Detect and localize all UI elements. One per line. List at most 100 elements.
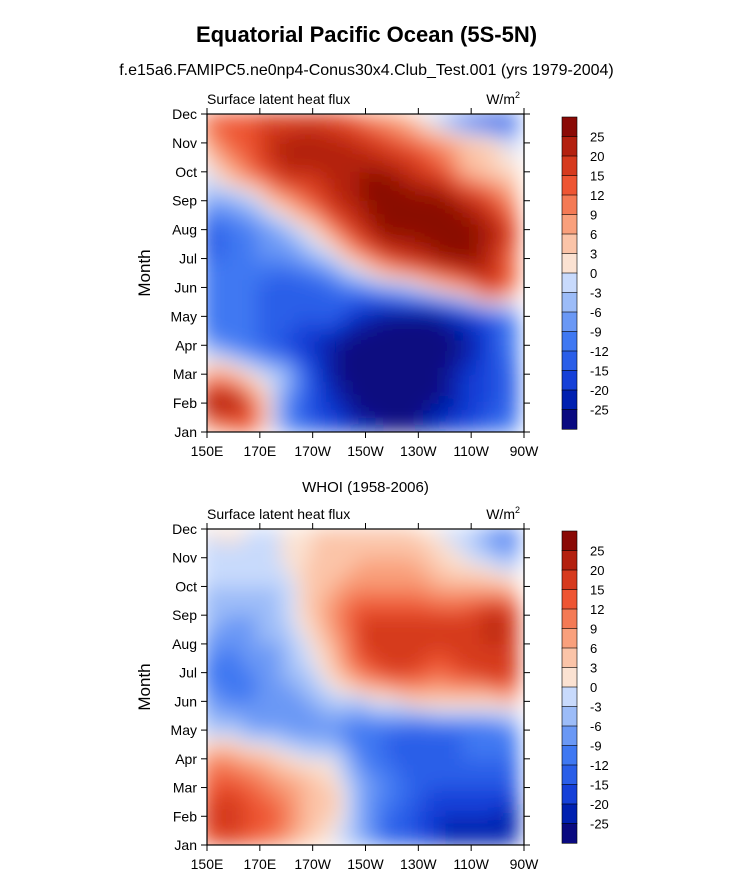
heatmap-cell <box>375 542 385 551</box>
heatmap-cell <box>486 564 496 573</box>
heatmap-cell <box>280 815 289 824</box>
heatmap-cell <box>224 417 234 426</box>
heatmap-cell <box>208 837 218 845</box>
heatmap-cell <box>208 417 218 426</box>
heatmap-cell <box>470 729 480 738</box>
heatmap-cell <box>216 686 226 695</box>
heatmap-cell <box>208 171 218 180</box>
heatmap-cell <box>375 679 385 688</box>
heatmap-cell <box>256 373 266 382</box>
heatmap-cell <box>438 344 448 353</box>
heatmap-cell <box>478 542 488 551</box>
heatmap-cell <box>311 294 321 303</box>
heatmap-cell <box>438 120 448 129</box>
heatmap-cell <box>311 636 321 645</box>
heatmap-cell <box>422 736 432 745</box>
heatmap-cell <box>462 171 472 180</box>
heatmap-cell <box>375 593 385 602</box>
heatmap-cell <box>399 823 408 832</box>
heatmap-cell <box>280 308 289 317</box>
heatmap-cell <box>399 665 408 674</box>
heatmap-cell <box>414 621 424 630</box>
heatmap-cell <box>256 801 266 810</box>
heatmap-cell <box>216 424 226 432</box>
heatmap-cell <box>207 178 210 187</box>
heatmap-cell <box>414 794 424 803</box>
heatmap-cell <box>288 120 297 129</box>
heatmap-cell <box>304 779 313 788</box>
heatmap-cell <box>327 557 337 566</box>
y-tick-label: Jan <box>174 837 197 853</box>
heatmap-cell <box>319 808 329 817</box>
heatmap-cell <box>446 787 456 796</box>
heatmap-cell <box>494 114 503 122</box>
heatmap-cell <box>208 308 218 317</box>
heatmap-cell <box>207 542 210 551</box>
heatmap-cell <box>399 308 408 317</box>
heatmap-cell <box>359 593 369 602</box>
heatmap-cell <box>280 758 289 767</box>
heatmap-cell <box>494 722 503 731</box>
heatmap-cell <box>438 593 448 602</box>
heatmap-cell <box>343 729 353 738</box>
heatmap-cell <box>383 222 392 231</box>
heatmap-cell <box>478 744 488 753</box>
heatmap-cell <box>248 686 258 695</box>
heatmap-cell <box>510 114 519 122</box>
heatmap-cell <box>510 156 519 165</box>
heatmap-cell <box>438 424 448 432</box>
heatmap-cell <box>478 708 488 717</box>
heatmap-cell <box>207 330 210 339</box>
heatmap-cell <box>407 679 416 688</box>
heatmap-cell <box>343 557 353 566</box>
heatmap-cell <box>438 287 448 296</box>
heatmap-cell <box>510 600 519 609</box>
heatmap-cell <box>327 650 337 659</box>
heatmap-cell <box>311 693 321 702</box>
heatmap-cell <box>311 794 321 803</box>
heatmap-cell <box>430 837 440 845</box>
heatmap-cell <box>288 643 297 652</box>
heatmap-cell <box>272 650 282 659</box>
heatmap-cell <box>510 679 519 688</box>
heatmap-cell <box>510 178 519 187</box>
heatmap-cell <box>304 178 313 187</box>
heatmap-cell <box>462 657 472 666</box>
heatmap-cell <box>462 164 472 173</box>
heatmap-cell <box>335 279 345 288</box>
heatmap-cell <box>510 366 519 375</box>
heatmap-cell <box>502 156 511 165</box>
heatmap-cell <box>486 801 496 810</box>
heatmap-cell <box>383 417 392 426</box>
heatmap-cell <box>430 272 440 281</box>
heatmap-cell <box>304 222 313 231</box>
heatmap-cell <box>296 359 305 368</box>
heatmap-cell <box>478 344 488 353</box>
heatmap-cell <box>264 550 274 559</box>
heatmap-cell <box>399 337 408 346</box>
heatmap-cell <box>375 272 385 281</box>
heatmap-cell <box>232 636 242 645</box>
heatmap-cell <box>470 650 480 659</box>
heatmap-cell <box>399 542 408 551</box>
heatmap-cell <box>391 772 400 781</box>
heatmap-cell <box>454 679 464 688</box>
heatmap-cell <box>446 395 456 404</box>
heatmap-cell <box>288 801 297 810</box>
colorbar-label: 15 <box>590 583 604 598</box>
heatmap-cell <box>327 837 337 845</box>
heatmap-cell <box>486 135 496 144</box>
heatmap-cell <box>327 636 337 645</box>
heatmap-cell <box>248 557 258 566</box>
heatmap-cell <box>399 366 408 375</box>
heatmap-cell <box>248 142 258 151</box>
heatmap-cell <box>256 693 266 702</box>
colorbar-box <box>561 803 578 825</box>
heatmap-cell <box>319 315 329 324</box>
heatmap-cell <box>351 686 361 695</box>
heatmap-cell <box>207 200 210 209</box>
heatmap-cell <box>343 571 353 580</box>
heatmap-cell <box>272 178 282 187</box>
heatmap-cell <box>359 823 369 832</box>
heatmap-cell <box>216 388 226 397</box>
